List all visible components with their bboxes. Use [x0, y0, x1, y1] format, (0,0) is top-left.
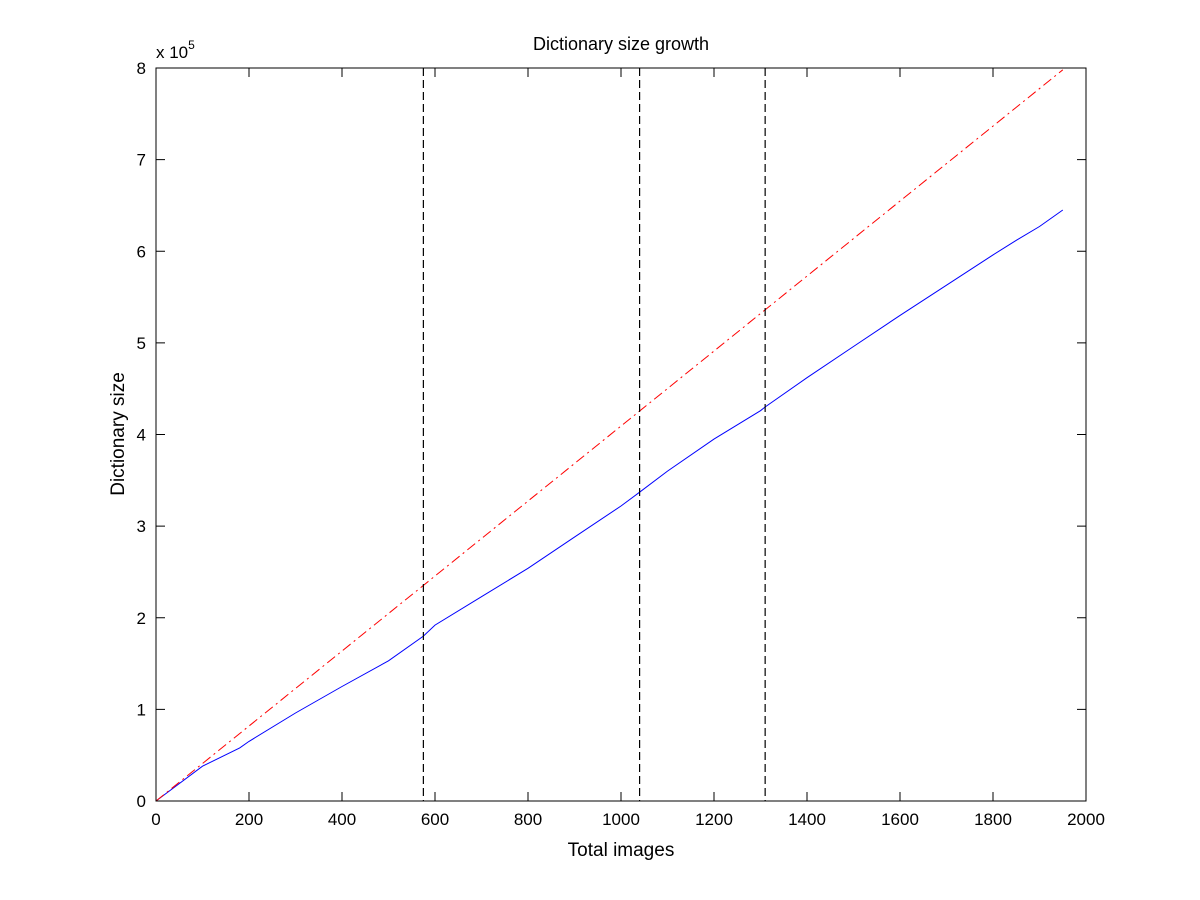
x-tick-label: 1600 — [881, 810, 919, 829]
y-tick-label: 6 — [137, 242, 146, 261]
x-tick-label: 400 — [328, 810, 356, 829]
y-axis-label: Dictionary size — [108, 372, 129, 496]
x-tick-label: 2000 — [1067, 810, 1105, 829]
y-tick-label: 8 — [137, 59, 146, 78]
series-line-0 — [155, 209, 1064, 802]
y-tick-label: 3 — [137, 517, 146, 536]
y-exponent-base: x 10 — [156, 43, 188, 62]
y-exponent-power: 5 — [188, 38, 195, 52]
x-tick-label: 1400 — [788, 810, 826, 829]
x-tick-label: 800 — [514, 810, 542, 829]
y-tick-label: 0 — [137, 792, 146, 811]
y-exponent-label: x 105 — [156, 38, 195, 62]
x-tick-label: 0 — [151, 810, 160, 829]
x-tick-label: 600 — [421, 810, 449, 829]
series-line-1 — [155, 69, 1064, 802]
y-tick-label: 2 — [137, 609, 146, 628]
plot-frame — [155, 67, 1087, 802]
x-tick-label: 200 — [235, 810, 263, 829]
x-tick-label: 1200 — [695, 810, 733, 829]
x-axis-label: Total images — [568, 840, 675, 861]
x-tick-label: 1000 — [602, 810, 640, 829]
y-tick-label: 7 — [137, 151, 146, 170]
y-tick-label: 1 — [137, 700, 146, 719]
y-tick-label: 5 — [137, 334, 146, 353]
y-tick-label: 4 — [137, 426, 146, 445]
chart-title: Dictionary size growth — [533, 34, 709, 54]
x-tick-label: 1800 — [974, 810, 1012, 829]
